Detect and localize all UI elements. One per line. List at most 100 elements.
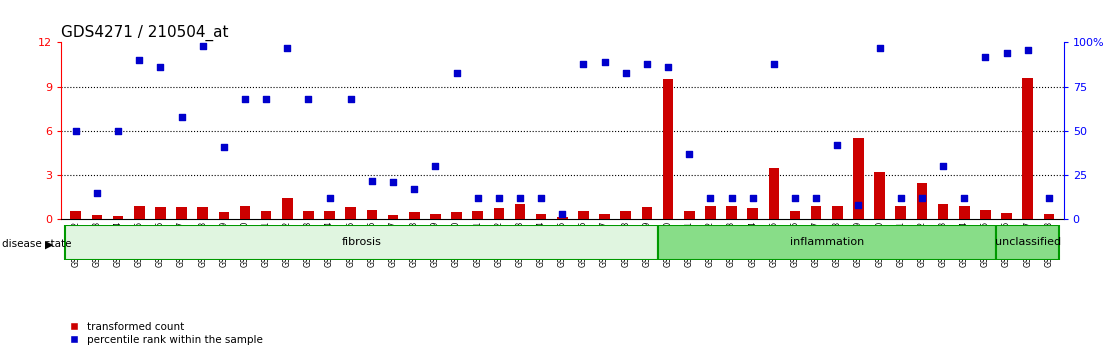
Bar [113, 216, 123, 219]
Point [173, 114, 191, 120]
Point [257, 96, 275, 102]
Bar [578, 211, 588, 219]
Point [680, 151, 698, 157]
Point [976, 54, 994, 59]
Text: GDS4271 / 210504_at: GDS4271 / 210504_at [61, 25, 228, 41]
Point [131, 57, 148, 63]
Point [406, 187, 423, 192]
Bar [705, 206, 716, 219]
Bar [684, 211, 695, 219]
Bar [853, 138, 864, 219]
Bar [557, 217, 567, 219]
Point [829, 142, 847, 148]
Bar [642, 207, 653, 219]
Point [236, 96, 254, 102]
Bar [1023, 78, 1033, 219]
Point [701, 195, 719, 201]
Bar [874, 172, 885, 219]
Bar [239, 206, 250, 219]
Bar [832, 206, 842, 219]
Bar [895, 206, 906, 219]
Point [1040, 195, 1058, 201]
Bar [304, 211, 314, 219]
Point [363, 178, 381, 183]
Point [871, 45, 889, 51]
Bar [367, 210, 377, 219]
Bar [325, 211, 335, 219]
Point [808, 195, 825, 201]
Bar [346, 206, 356, 219]
Bar [790, 211, 800, 219]
Legend: transformed count, percentile rank within the sample: transformed count, percentile rank withi… [66, 317, 267, 349]
Bar [1002, 213, 1012, 219]
Bar [996, 225, 1059, 260]
Point [553, 211, 572, 217]
Point [448, 70, 465, 75]
Point [427, 164, 444, 169]
Bar [155, 207, 166, 219]
Bar [981, 210, 991, 219]
Point [110, 128, 127, 134]
Point [997, 50, 1015, 56]
Bar [620, 211, 632, 219]
Bar [493, 209, 504, 219]
Point [320, 195, 338, 201]
Point [88, 190, 105, 196]
Bar [811, 206, 821, 219]
Point [194, 43, 212, 49]
Bar [218, 212, 229, 219]
Point [278, 45, 296, 51]
Text: disease state: disease state [2, 239, 72, 249]
Bar [937, 204, 948, 219]
Point [617, 70, 635, 75]
Point [659, 64, 677, 70]
Point [1019, 47, 1037, 52]
Bar [197, 207, 208, 219]
Point [215, 144, 233, 150]
Point [575, 61, 593, 67]
Bar [260, 211, 271, 219]
Bar [726, 206, 737, 219]
Bar [409, 212, 420, 219]
Point [511, 195, 529, 201]
Bar [388, 215, 399, 219]
Bar [134, 206, 144, 219]
Bar [748, 209, 758, 219]
Point [490, 195, 507, 201]
Point [66, 128, 84, 134]
Bar [663, 79, 674, 219]
Point [743, 195, 761, 201]
Point [913, 195, 931, 201]
Bar [657, 225, 996, 260]
Bar [916, 183, 927, 219]
Point [638, 61, 656, 67]
Bar [283, 198, 293, 219]
Bar [536, 214, 546, 219]
Point [892, 195, 910, 201]
Bar [430, 214, 441, 219]
Bar [515, 204, 525, 219]
Point [787, 195, 804, 201]
Bar [958, 206, 970, 219]
Point [152, 64, 170, 70]
Point [850, 202, 868, 208]
Bar [176, 207, 187, 219]
Point [934, 164, 952, 169]
Point [532, 195, 550, 201]
Point [384, 179, 402, 185]
Text: ▶: ▶ [44, 239, 53, 249]
Point [596, 59, 614, 65]
Bar [769, 168, 779, 219]
Bar [1044, 214, 1054, 219]
Bar [92, 215, 102, 219]
Point [765, 61, 782, 67]
Bar [599, 214, 609, 219]
Point [469, 195, 486, 201]
Point [955, 195, 973, 201]
Text: unclassified: unclassified [995, 238, 1060, 247]
Bar [65, 225, 657, 260]
Bar [71, 211, 81, 219]
Text: inflammation: inflammation [790, 238, 864, 247]
Point [722, 195, 740, 201]
Bar [472, 211, 483, 219]
